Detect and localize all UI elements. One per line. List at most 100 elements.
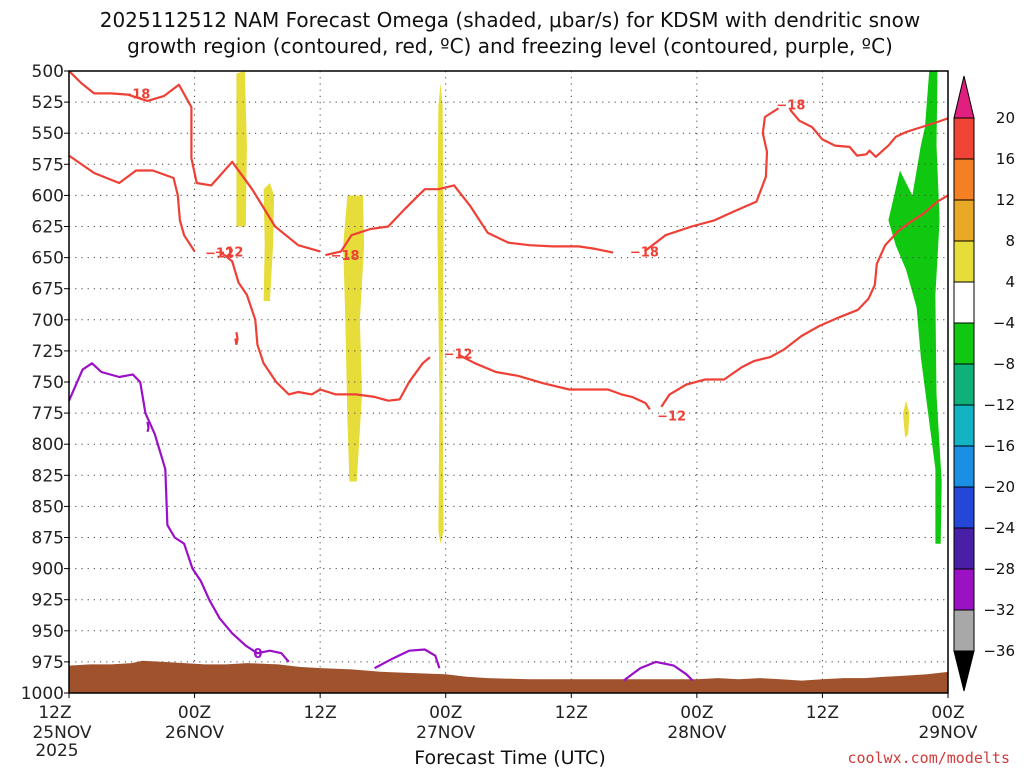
colorbar-label-10: −24 <box>983 519 1015 537</box>
x-tick-date-3: 27NOV <box>416 723 475 743</box>
y-tick-label-7: 675 <box>32 280 64 300</box>
y-tick-label-12: 800 <box>32 435 64 455</box>
colorbar-bin-14 <box>953 650 975 692</box>
red-island-0 <box>234 332 239 345</box>
contour-labels: −18−18 −18−18−12−12−12−120 <box>121 87 805 662</box>
red-contour-4 <box>68 154 196 252</box>
colorbar-label-0: 20 <box>996 109 1015 127</box>
colorbar-bin-4 <box>953 240 975 283</box>
y-tick-label-19: 975 <box>32 653 64 673</box>
x-tick-time-7: 00Z <box>931 703 964 723</box>
colorbar-bin-9 <box>953 445 975 488</box>
red-contour-1 <box>325 184 614 257</box>
omega-region-4 <box>903 400 910 438</box>
plot-frame <box>68 70 949 694</box>
y-tick-label-0: 500 <box>32 62 64 82</box>
y-tick-label-3: 575 <box>32 155 64 175</box>
omega-region-1 <box>263 183 275 302</box>
red-contour-0 <box>68 70 321 253</box>
colorbar-label-11: −28 <box>983 560 1015 578</box>
y-tick-label-14: 850 <box>32 497 64 517</box>
colorbar-label-4: 4 <box>1005 273 1015 291</box>
chart-title-line2: growth region (contoured, red, ºC) and f… <box>127 34 893 58</box>
purple-contour-3 <box>622 660 694 682</box>
colorbar-label-7: −12 <box>983 396 1015 414</box>
colorbar-bin-3 <box>953 199 975 242</box>
y-tick-label-13: 825 <box>32 466 64 486</box>
y-tick-label-5: 625 <box>32 218 64 238</box>
y-tick-label-17: 925 <box>32 591 64 611</box>
colorbar: 20 16 12 8 4 −4 −8 −12 −16 −20 −24 −28 −32 −36 <box>953 75 1015 692</box>
colorbar-bin-0 <box>953 75 975 119</box>
colorbar-bin-10 <box>953 486 975 529</box>
x-tick-time-1: 00Z <box>178 703 211 723</box>
red-contour-label-5: −12 <box>214 245 243 260</box>
purple-contour-2 <box>374 648 441 670</box>
purple-contour-label-0: 0 <box>253 647 262 662</box>
y-tick-label-20: 1000 <box>21 684 64 704</box>
omega-region-5 <box>888 71 942 544</box>
colorbar-bin-12 <box>953 568 975 611</box>
red-contour-7 <box>660 194 949 408</box>
colorbar-bin-7 <box>953 363 975 406</box>
y-tick-label-10: 750 <box>32 373 64 393</box>
colorbar-label-6: −8 <box>993 355 1015 373</box>
colorbar-label-9: −20 <box>983 478 1015 496</box>
red-contour-label-2: −18 <box>630 245 659 260</box>
red-contour-label-6: −12 <box>444 347 473 362</box>
omega-region-3 <box>437 83 444 544</box>
red-contour-label-4: −12 <box>205 247 234 262</box>
x-tick-time-2: 12Z <box>304 703 337 723</box>
colorbar-label-1: 16 <box>996 150 1015 168</box>
colorbar-bin-1 <box>953 117 975 160</box>
y-axis: 500 525 550 575 600 625 650 675 700 725 750 775 800 8… <box>21 62 69 704</box>
x-tick-time-3: 00Z <box>429 703 462 723</box>
x-tick-date-1: 26NOV <box>165 723 224 743</box>
omega-region-0 <box>236 71 247 227</box>
colorbar-label-3: 8 <box>1005 232 1015 250</box>
x-tick-time-0: 12Z <box>38 703 71 723</box>
colorbar-bin-2 <box>953 158 975 201</box>
colorbar-label-13: −36 <box>983 642 1015 660</box>
colorbar-label-2: 12 <box>996 191 1015 209</box>
y-tick-label-6: 650 <box>32 249 64 269</box>
x-tick-time-6: 12Z <box>806 703 839 723</box>
x-tick-time-4: 12Z <box>555 703 588 723</box>
red-contour-label-3: −18 <box>776 99 805 114</box>
red-contour-5 <box>219 250 431 402</box>
terrain-fill <box>69 660 948 693</box>
colorbar-bin-11 <box>953 527 975 570</box>
terrain <box>69 660 948 693</box>
colorbar-label-5: −4 <box>993 314 1015 332</box>
y-tick-label-16: 900 <box>32 560 64 580</box>
y-tick-label-1: 525 <box>32 93 64 113</box>
y-tick-label-2: 550 <box>32 124 64 144</box>
red-contour-2 <box>643 107 780 253</box>
dendritic-contours <box>68 70 949 411</box>
red-contour-6 <box>457 353 651 411</box>
y-tick-label-8: 700 <box>32 311 64 331</box>
freezing-contours <box>67 362 694 682</box>
purple-contour-1 <box>146 421 150 433</box>
colorbar-label-12: −32 <box>983 601 1015 619</box>
red-contour-label-0: −18 <box>121 87 150 102</box>
red-contour-label-1: −18 <box>331 249 360 264</box>
colorbar-bin-8 <box>953 404 975 447</box>
red-contour-3 <box>789 108 949 158</box>
y-tick-label-15: 875 <box>32 529 64 549</box>
omega-region-6 <box>900 183 909 221</box>
x-tick-year-0: 2025 <box>35 741 78 761</box>
credit-text: coolwx.com/modelts <box>847 749 1010 767</box>
x-axis-label: Forecast Time (UTC) <box>414 747 605 768</box>
omega-shading <box>236 71 942 544</box>
x-tick-date-5: 28NOV <box>667 723 726 743</box>
y-tick-label-4: 600 <box>32 186 64 206</box>
y-tick-label-9: 725 <box>32 342 64 362</box>
x-tick-date-0: 25NOV <box>32 723 91 743</box>
colorbar-label-8: −16 <box>983 437 1015 455</box>
purple-contour-0 <box>67 362 290 663</box>
colorbar-bin-13 <box>953 609 975 652</box>
x-tick-time-5: 00Z <box>680 703 713 723</box>
